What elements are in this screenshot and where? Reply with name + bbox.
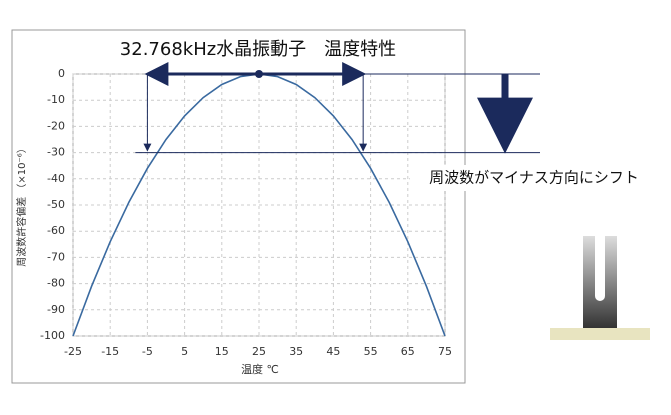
y-tick-label: -40 (47, 172, 65, 185)
y-tick-label: -50 (47, 198, 65, 211)
x-tick-label: 25 (252, 345, 266, 358)
x-tick-label: 45 (326, 345, 340, 358)
x-tick-label: 5 (181, 345, 188, 358)
x-axis-label: 温度 ℃ (241, 362, 279, 376)
x-tick-label: 75 (438, 345, 452, 358)
chart-frame (11, 29, 466, 384)
y-tick-label: -100 (40, 329, 65, 342)
y-tick-label: -80 (47, 277, 65, 290)
y-tick-label: 0 (58, 67, 65, 80)
x-tick-label: 55 (364, 345, 378, 358)
y-tick-label: -10 (47, 93, 65, 106)
annotation-box (410, 165, 658, 191)
y-tick-label: -60 (47, 224, 65, 237)
x-tick-label: 15 (215, 345, 229, 358)
x-tick-label: -25 (64, 345, 82, 358)
x-tick-label: -5 (142, 345, 153, 358)
x-tick-label: -15 (101, 345, 119, 358)
y-tick-label: -20 (47, 119, 65, 132)
annotation-text: 周波数がマイナス方向にシフト (429, 169, 639, 187)
y-axis-label: 周波数許容偏差 （×10⁻⁶） (15, 143, 28, 267)
chart-title: 32.768kHz水晶振動子 温度特性 (120, 39, 396, 60)
tuning-fork-icon (550, 236, 650, 340)
y-tick-label: -30 (47, 146, 65, 159)
x-tick-label: 65 (401, 345, 415, 358)
x-tick-label: 35 (289, 345, 303, 358)
y-tick-label: -90 (47, 303, 65, 316)
y-tick-label: -70 (47, 250, 65, 263)
